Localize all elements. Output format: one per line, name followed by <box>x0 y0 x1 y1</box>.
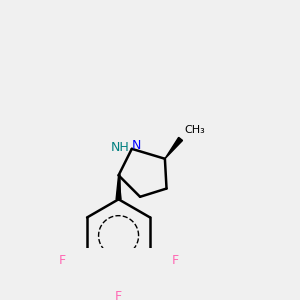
Text: N: N <box>132 139 142 152</box>
Text: F: F <box>115 290 122 300</box>
Polygon shape <box>165 137 182 159</box>
Polygon shape <box>116 175 121 199</box>
Text: NH: NH <box>111 141 130 154</box>
Text: F: F <box>171 254 178 267</box>
Text: CH₃: CH₃ <box>185 125 206 135</box>
Text: F: F <box>59 254 66 267</box>
